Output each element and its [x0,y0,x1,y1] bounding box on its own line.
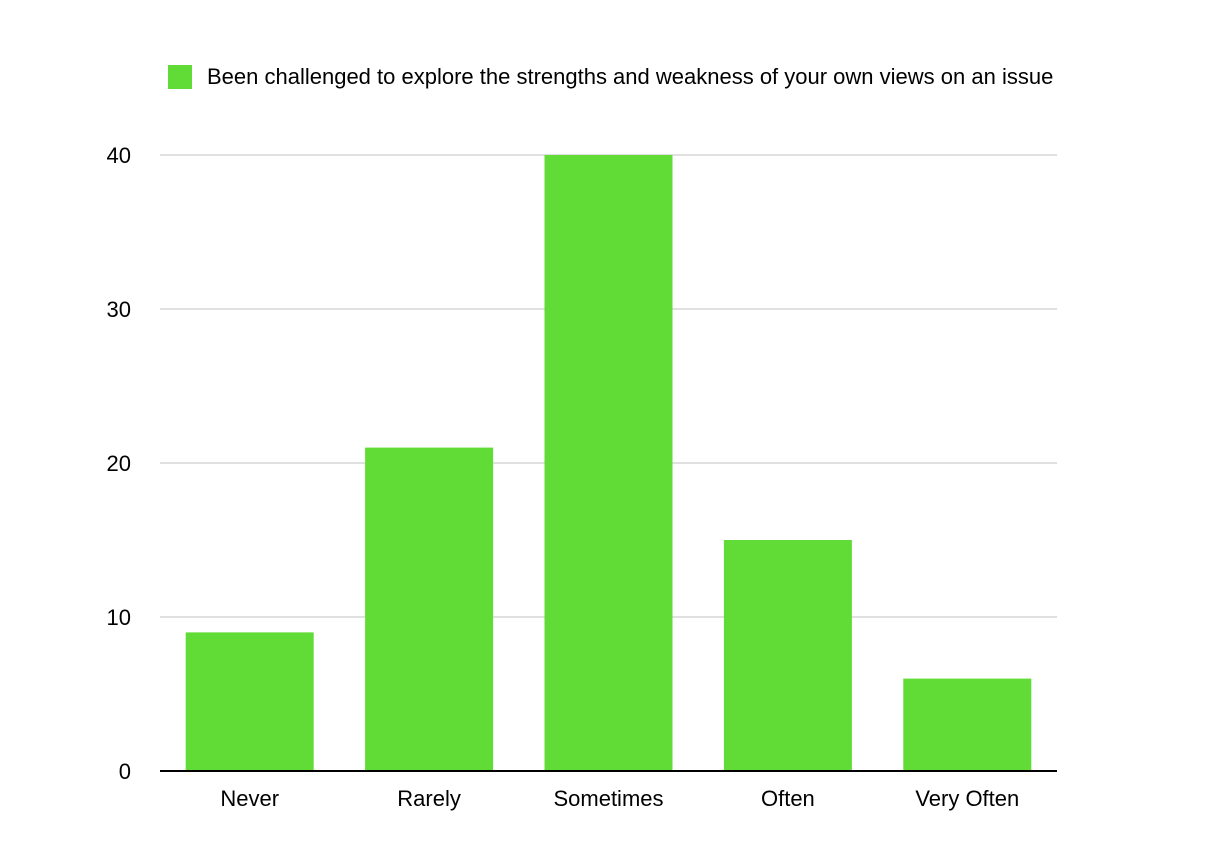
bar [185,632,314,771]
x-tick-label: Never [220,786,279,811]
y-tick-label: 10 [107,605,131,630]
legend-swatch [168,65,192,89]
bar [903,678,1032,771]
y-tick-label: 30 [107,297,131,322]
bar [365,447,494,771]
x-tick-label: Sometimes [553,786,663,811]
bar [723,540,852,771]
legend-label: Been challenged to explore the strengths… [207,64,1054,89]
y-tick-label: 40 [107,143,131,168]
y-tick-label: 20 [107,451,131,476]
x-tick-label: Very Often [915,786,1019,811]
x-tick-label: Often [761,786,815,811]
x-tick-label: Rarely [397,786,461,811]
legend: Been challenged to explore the strengths… [168,62,1053,92]
bar [544,155,673,771]
y-tick-label: 0 [119,759,131,784]
